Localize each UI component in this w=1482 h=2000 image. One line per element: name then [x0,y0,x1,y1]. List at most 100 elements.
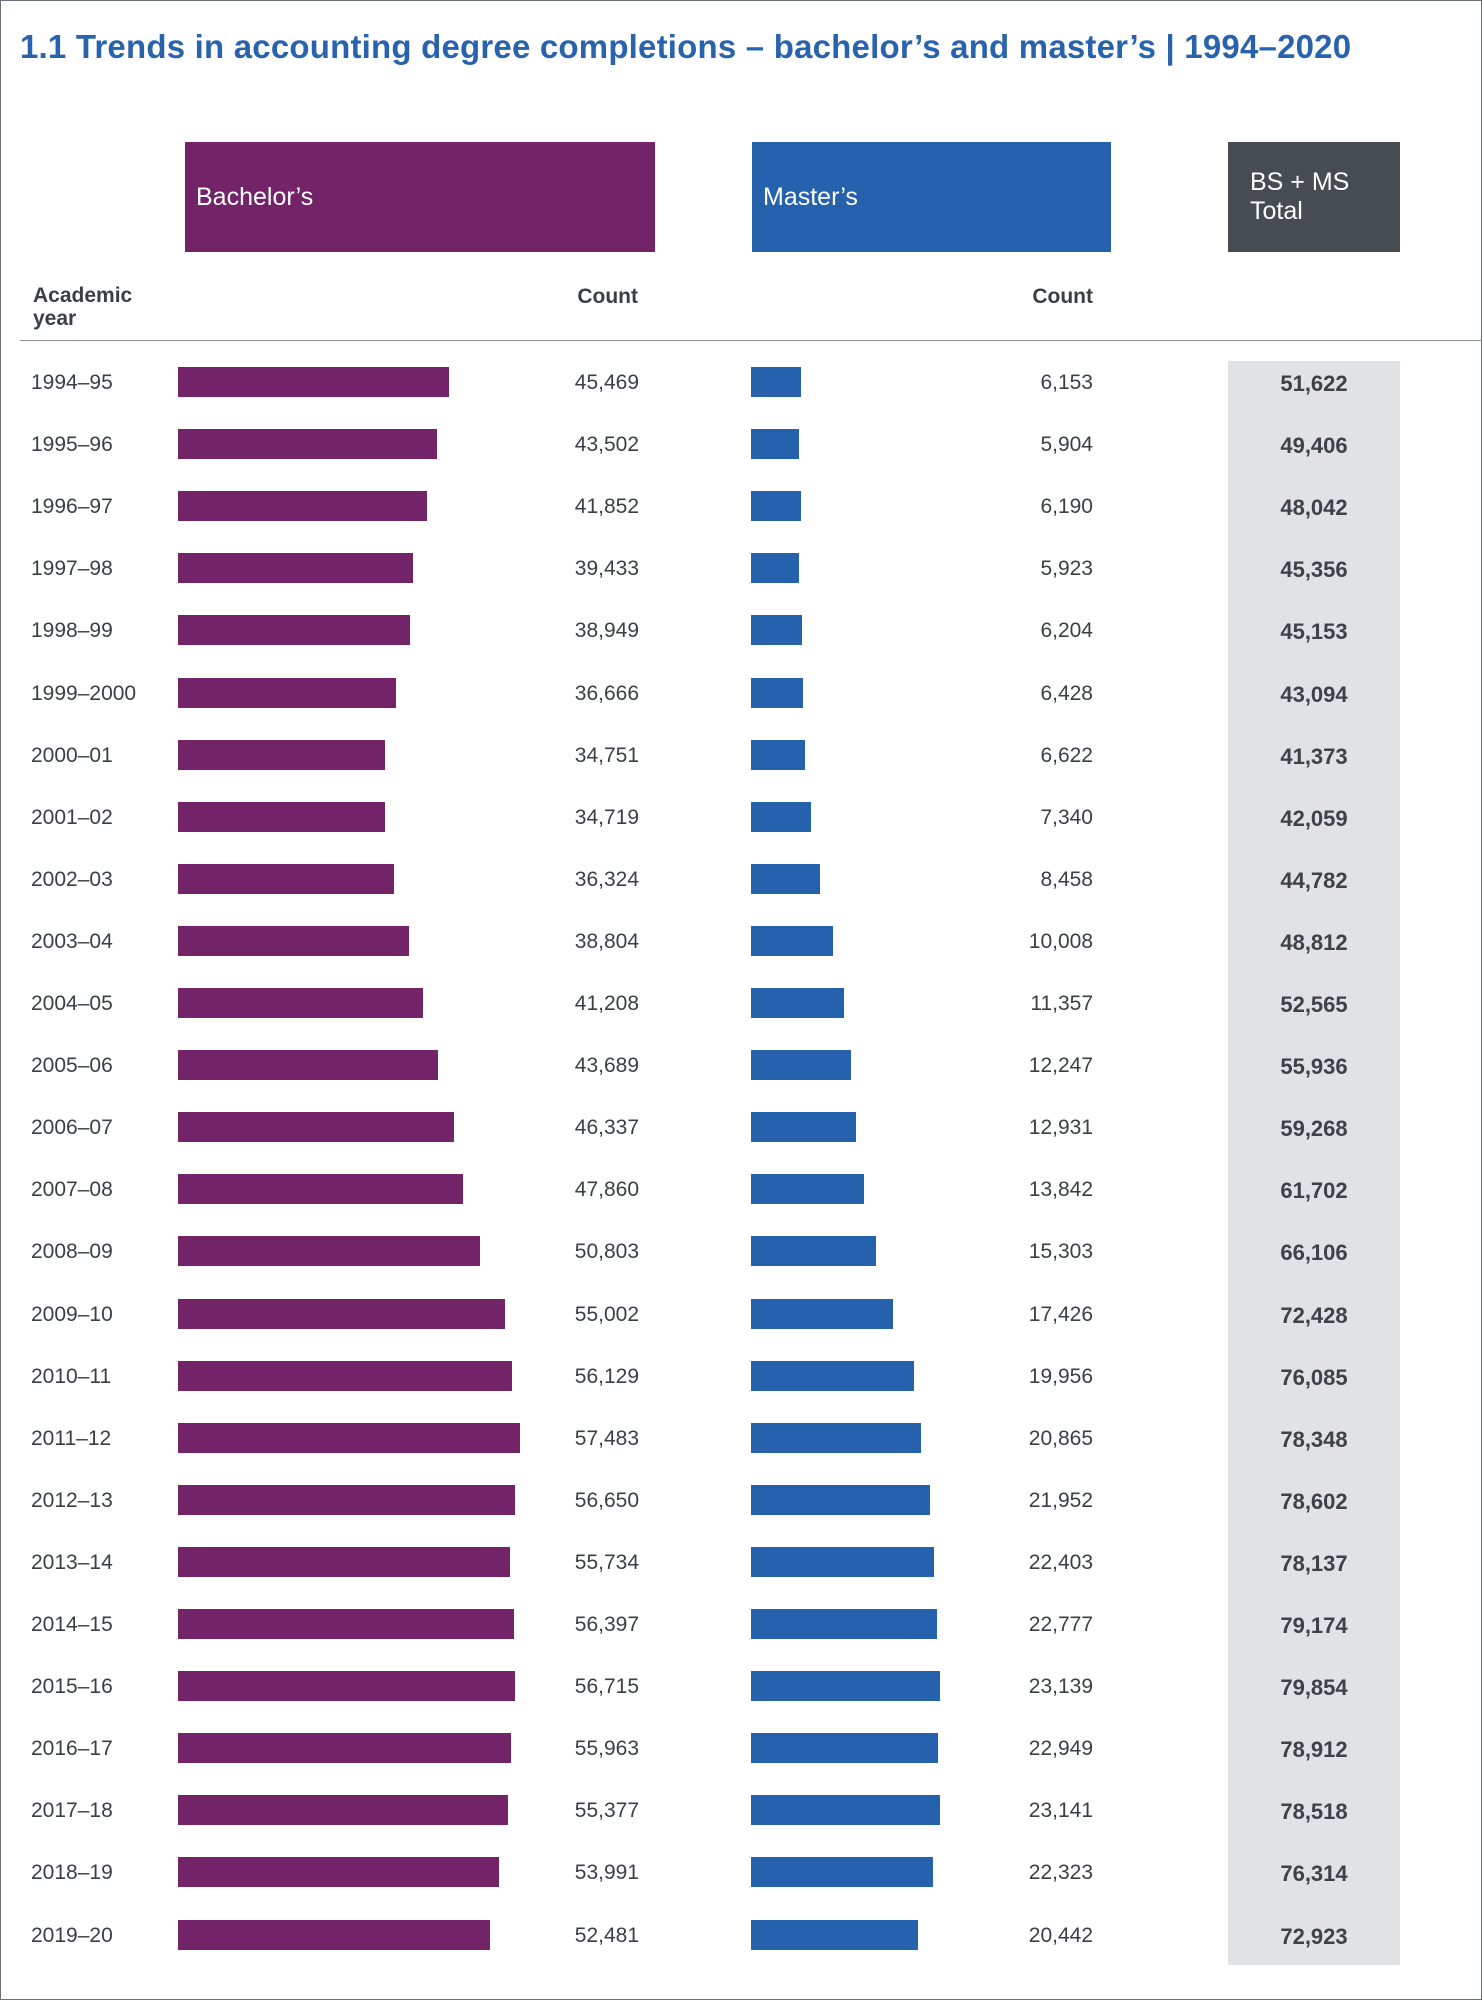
master-count: 6,153 [1040,371,1093,394]
bachelor-header: Bachelor’s [185,142,655,252]
academic-year-label: 1994–95 [31,371,113,394]
table-row: 2000–01 34,751 6,622 41,373 [0,735,1482,775]
master-bar [751,925,833,956]
total-count: 78,137 [1280,1550,1348,1576]
bachelor-bar [178,615,410,646]
master-count: 7,340 [1040,805,1093,829]
bachelor-count: 43,502 [574,433,639,457]
bachelor-count: 36,666 [574,681,639,705]
academic-year-label: 2018–19 [31,1861,113,1885]
master-bar [751,1919,918,1950]
total-count: 78,348 [1280,1426,1348,1452]
total-count: 41,373 [1280,743,1348,769]
bachelor-count: 43,689 [574,1054,639,1078]
bachelor-count: 34,719 [574,805,639,829]
bachelor-bar [178,429,437,460]
master-count: 22,777 [1028,1613,1093,1636]
bachelor-count: 50,803 [574,1240,639,1264]
academic-year-label: 2011–12 [31,1426,112,1450]
master-bar [751,1546,934,1577]
total-count: 52,565 [1280,992,1348,1017]
total-count: 76,314 [1280,1861,1348,1887]
bachelor-bar [178,367,449,397]
bachelor-count: 55,002 [574,1302,639,1326]
table-row: 2015–16 56,715 23,139 79,854 [0,1666,1482,1706]
master-count: 21,952 [1028,1488,1093,1512]
table-row: 2010–11 56,129 19,956 76,085 [0,1356,1482,1396]
total-count: 49,406 [1280,433,1348,459]
master-count: 6,428 [1040,681,1093,705]
master-count: 15,303 [1028,1240,1093,1264]
bachelor-bar [178,925,409,956]
chart-title: 1.1 Trends in accounting degree completi… [20,28,1352,65]
header-divider [20,340,1482,341]
table-row: 2012–13 56,650 21,952 78,602 [0,1480,1482,1520]
total-count: 42,059 [1280,805,1348,831]
master-bar [751,863,820,894]
total-header-label: BS + MS Total [1250,168,1350,225]
table-row: 2009–10 55,002 17,426 72,428 [0,1294,1482,1334]
academic-year-label: 1997–98 [31,557,113,581]
bachelor-bar [178,1484,515,1515]
bachelor-bar [178,1174,463,1205]
master-bar [751,1671,940,1702]
total-count: 55,936 [1280,1054,1348,1080]
table-row: 2005–06 43,689 12,247 55,936 [0,1045,1482,1085]
total-count: 59,268 [1280,1116,1348,1142]
master-count: 13,842 [1028,1178,1093,1202]
bachelor-count-column-label: Count [577,285,638,308]
academic-year-label: 2014–15 [31,1613,113,1636]
master-count: 6,190 [1040,495,1093,519]
academic-year-label: 2003–04 [31,929,113,953]
academic-year-label: 2005–06 [31,1054,113,1078]
table-row: 1998–99 38,949 6,204 45,153 [0,610,1482,650]
academic-year-label: 2008–09 [31,1240,113,1264]
table-row: 2019–20 52,481 20,442 72,923 [0,1915,1482,1955]
academic-year-label: 2012–13 [31,1488,113,1512]
bachelor-count: 36,324 [574,867,639,891]
academic-year-label: 1998–99 [31,619,113,643]
table-row: 2008–09 50,803 15,303 66,106 [0,1231,1482,1271]
bachelor-count: 56,129 [574,1364,639,1388]
master-count: 6,622 [1040,743,1093,767]
bachelor-bar [178,1671,516,1702]
bachelor-count: 55,734 [574,1550,639,1574]
table-row: 2001–02 34,719 7,340 42,059 [0,797,1482,837]
bachelor-count: 56,650 [574,1488,639,1512]
bachelor-bar [178,1422,520,1453]
total-count: 48,812 [1280,929,1348,955]
master-bar [751,1174,864,1205]
table-row: 1994–95 45,469 6,153 51,622 [0,362,1482,402]
master-count: 5,904 [1040,433,1093,457]
bachelor-bar [178,1795,508,1826]
bachelor-bar [178,739,385,770]
bachelor-bar [178,1236,481,1267]
bachelor-bar [178,988,424,1018]
master-count: 17,426 [1028,1302,1093,1326]
bachelor-count: 39,433 [574,557,639,581]
academic-year-label: 1996–97 [31,495,113,519]
table-row: 2002–03 36,324 8,458 44,782 [0,859,1482,899]
table-row: 2018–19 53,991 22,323 76,314 [0,1852,1482,1892]
table-row: 2016–17 55,963 22,949 78,912 [0,1728,1482,1768]
master-bar [751,615,802,646]
academic-year-label: 2000–01 [31,743,113,767]
table-row: 1999–2000 36,666 6,428 43,094 [0,673,1482,713]
academic-year-label: 2007–08 [31,1178,113,1202]
master-bar [751,553,800,584]
master-count: 23,141 [1028,1799,1093,1823]
master-count: 22,323 [1028,1861,1093,1885]
academic-year-label: 2015–16 [31,1675,113,1699]
master-count: 12,931 [1028,1116,1093,1140]
bachelor-bar [178,1050,438,1081]
total-count: 72,428 [1280,1302,1348,1328]
master-bar [751,1360,914,1391]
bachelor-bar [178,677,397,708]
master-count: 20,442 [1028,1923,1093,1947]
table-row: 1995–96 43,502 5,904 49,406 [0,424,1482,464]
bachelor-bar [178,553,413,584]
academic-year-label: 2017–18 [31,1799,113,1823]
master-count: 20,865 [1028,1426,1093,1450]
master-bar [751,1112,857,1143]
